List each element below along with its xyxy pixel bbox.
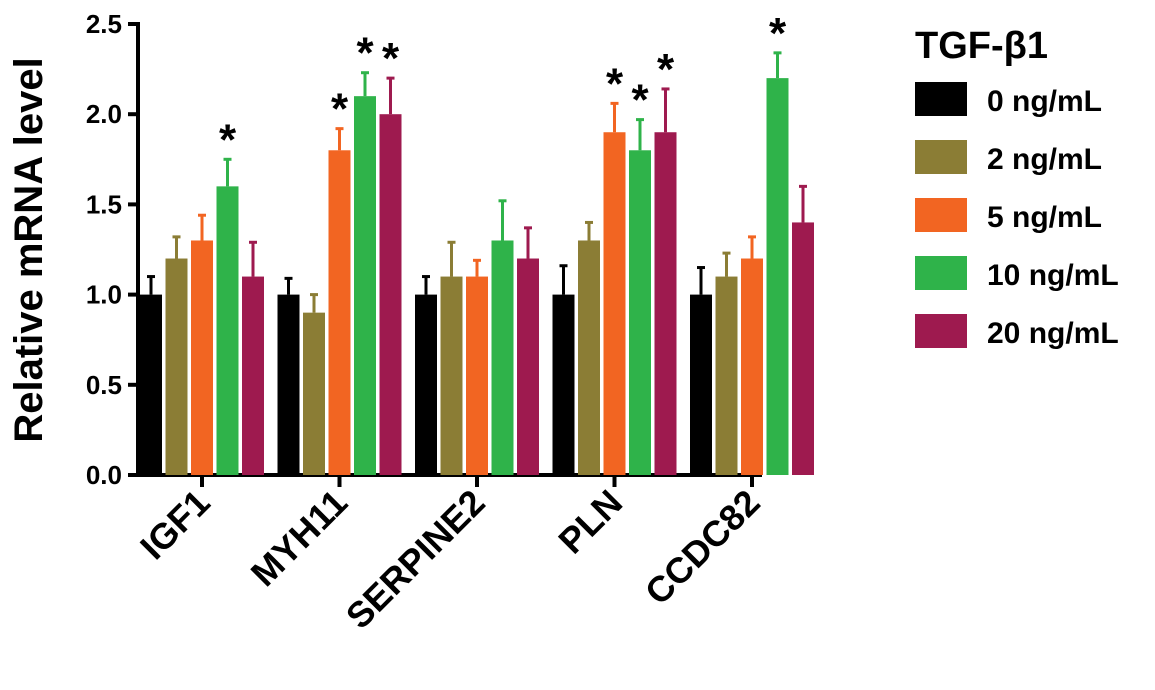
legend-title: TGF-β1	[915, 25, 1048, 67]
y-tick-label: 2.5	[86, 9, 122, 39]
x-tick-label: CCDC82	[637, 482, 768, 613]
bar-serpine2-0	[415, 294, 437, 475]
y-tick-label: 1.5	[86, 189, 122, 219]
x-tick-label: SERPINE2	[338, 482, 493, 637]
x-tick-label: PLN	[550, 482, 630, 562]
bar-ccdc82-2	[741, 258, 763, 475]
y-tick-label: 0.0	[86, 460, 122, 490]
bar-myh11-3	[354, 96, 376, 475]
x-tick-label: MYH11	[243, 482, 355, 594]
bar-igf1-3	[216, 186, 239, 476]
bar-ccdc82-1	[715, 276, 738, 475]
significance-star: *	[382, 34, 400, 83]
bar-serpine2-1	[440, 276, 463, 475]
bar-igf1-2	[191, 240, 213, 475]
significance-star: *	[631, 76, 649, 125]
bar-pln-1	[578, 240, 600, 475]
x-tick-label: IGF1	[132, 482, 218, 568]
y-tick-label: 2.0	[86, 99, 122, 129]
bar-pln-4	[654, 132, 677, 476]
y-axis-label: Relative mRNA level	[7, 57, 51, 442]
legend-swatch	[915, 314, 967, 348]
legend-label: 10 ng/mL	[987, 259, 1119, 292]
y-tick-label: 1.0	[86, 280, 122, 310]
bar-pln-2	[603, 132, 626, 476]
bar-myh11-2	[328, 150, 351, 475]
bar-pln-3	[629, 150, 651, 475]
legend-label: 0 ng/mL	[987, 85, 1102, 118]
bar-igf1-0	[140, 294, 162, 475]
legend-swatch	[915, 82, 967, 116]
bar-serpine2-3	[491, 240, 514, 475]
bar-myh11-1	[303, 312, 325, 475]
significance-star: *	[356, 29, 374, 78]
legend-swatch	[915, 140, 967, 174]
bar-myh11-0	[277, 294, 300, 475]
bar-serpine2-4	[517, 258, 539, 475]
legend-swatch	[915, 198, 967, 232]
y-tick-label: 0.5	[86, 370, 122, 400]
bar-myh11-4	[379, 114, 402, 475]
bar-igf1-4	[242, 276, 264, 475]
bar-igf1-1	[165, 258, 188, 475]
legend-label: 20 ng/mL	[987, 317, 1119, 350]
bar-ccdc82-4	[792, 222, 814, 475]
significance-star: *	[769, 9, 787, 58]
significance-star: *	[606, 59, 624, 108]
bar-ccdc82-3	[766, 78, 789, 476]
significance-star: *	[331, 85, 349, 134]
bar-pln-0	[552, 294, 575, 475]
bar-ccdc82-0	[690, 294, 712, 475]
bar-serpine2-2	[466, 276, 488, 475]
significance-star: *	[657, 45, 675, 94]
legend-label: 5 ng/mL	[987, 201, 1102, 234]
legend-label: 2 ng/mL	[987, 143, 1102, 176]
legend-swatch	[915, 256, 967, 290]
significance-star: *	[219, 115, 237, 164]
